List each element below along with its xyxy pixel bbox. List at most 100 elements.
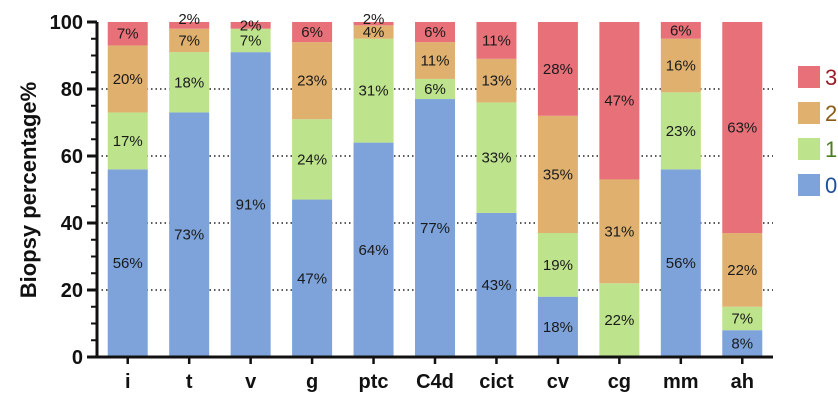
data-label: 91% [236, 197, 266, 214]
bar-segment [599, 283, 640, 357]
data-label: 23% [666, 123, 696, 140]
bar-segment [660, 92, 701, 170]
bar-segment [599, 179, 640, 284]
bar-segment [415, 42, 455, 79]
bar-segment [415, 22, 455, 43]
data-label: 6% [424, 24, 446, 41]
data-label: 7% [178, 32, 200, 49]
data-label: 4% [363, 24, 385, 41]
data-label: 6% [424, 81, 446, 98]
y-axis-label: Biopsy percentage% [16, 82, 41, 298]
bar-segment [476, 58, 517, 103]
segment-labels: 56%17%20%7%73%18%7%2%91%7%2%47%24%23%6%6… [113, 11, 758, 353]
legend-swatch [798, 102, 820, 124]
y-tick-label: 60 [61, 146, 83, 168]
bar-segment [537, 233, 578, 297]
data-label: 31% [359, 83, 389, 100]
bar-segment [722, 22, 763, 234]
bar-segment [537, 115, 578, 234]
axes: 0 20 40 60 80 100 i t v g ptc C4d cict cv cg mm ah [50, 12, 773, 393]
legend-swatch [798, 138, 820, 160]
data-label: 43% [481, 277, 511, 294]
x-tick-label: cg [608, 371, 631, 393]
data-label: 64% [359, 242, 389, 259]
y-tick-label: 80 [61, 79, 83, 101]
bar-segment [169, 112, 210, 357]
data-label: 7% [117, 26, 139, 43]
data-label: 73% [174, 227, 204, 244]
y-tick-label: 100 [50, 12, 83, 34]
bar-segment [660, 22, 701, 39]
y-tick-label: 40 [61, 213, 83, 235]
bar-segment [537, 22, 578, 116]
bar-segment [476, 22, 517, 59]
data-label: 56% [666, 255, 696, 272]
data-label: 28% [543, 61, 573, 78]
bar-segment [169, 52, 210, 113]
data-label: 35% [543, 166, 573, 183]
bar-segment [599, 22, 640, 180]
y-tick-label: 20 [61, 280, 83, 302]
legend: 3 2 1 0 [798, 65, 837, 198]
x-tick-label: t [186, 371, 193, 393]
data-label: 2% [240, 18, 262, 35]
data-label: 7% [731, 310, 753, 327]
data-label: 47% [297, 270, 327, 287]
bar-segment [107, 169, 148, 357]
data-label: 33% [481, 150, 511, 167]
x-tick-label: cv [547, 371, 570, 393]
legend-swatch [798, 66, 820, 88]
x-tick-label: ptc [359, 371, 389, 393]
data-label: 23% [297, 73, 327, 90]
bar-segment [107, 22, 148, 46]
data-label: 22% [727, 262, 757, 279]
data-label: 20% [113, 71, 143, 88]
bar-segment [353, 22, 394, 26]
bar-segment [230, 22, 271, 29]
legend-label: 3 [825, 65, 837, 90]
bar-segment [292, 42, 333, 120]
bar-segment [353, 142, 394, 357]
data-label: 18% [543, 319, 573, 336]
data-label: 18% [174, 74, 204, 91]
data-label: 2% [363, 11, 385, 28]
bar-segment [660, 169, 701, 357]
bar-segment [292, 22, 333, 43]
y-tick-label: 0 [72, 347, 83, 369]
bar-segment [169, 22, 210, 29]
data-label: 7% [240, 32, 262, 49]
data-label: 16% [666, 58, 696, 75]
bar-segment [169, 28, 210, 53]
bar-segment [722, 306, 763, 331]
bar-segment [722, 233, 763, 307]
data-label: 17% [113, 133, 143, 150]
data-label: 24% [297, 151, 327, 168]
data-label: 63% [727, 120, 757, 137]
data-label: 11% [421, 53, 450, 70]
data-label: 11% [482, 32, 511, 49]
bar-segment [292, 199, 333, 357]
data-label: 6% [301, 24, 323, 41]
bar-segment [415, 99, 455, 358]
x-tick-label: C4d [416, 371, 454, 393]
data-label: 8% [731, 336, 753, 353]
bar-segment [230, 52, 271, 358]
data-label: 6% [670, 22, 692, 39]
x-tick-label: v [245, 371, 257, 393]
bars [107, 22, 763, 358]
data-label: 47% [604, 93, 634, 110]
bar-segment [660, 38, 701, 93]
bar-segment [722, 330, 763, 357]
bar-segment [107, 45, 148, 113]
data-label: 13% [481, 73, 511, 90]
x-tick-label: cict [479, 371, 514, 393]
bar-segment [353, 38, 394, 143]
data-label: 22% [604, 312, 634, 329]
bar-segment [476, 212, 517, 357]
bar-segment [476, 102, 517, 213]
bar-segment [107, 112, 148, 170]
legend-swatch [798, 174, 820, 196]
legend-label: 2 [825, 101, 837, 126]
bar-segment [292, 119, 333, 200]
